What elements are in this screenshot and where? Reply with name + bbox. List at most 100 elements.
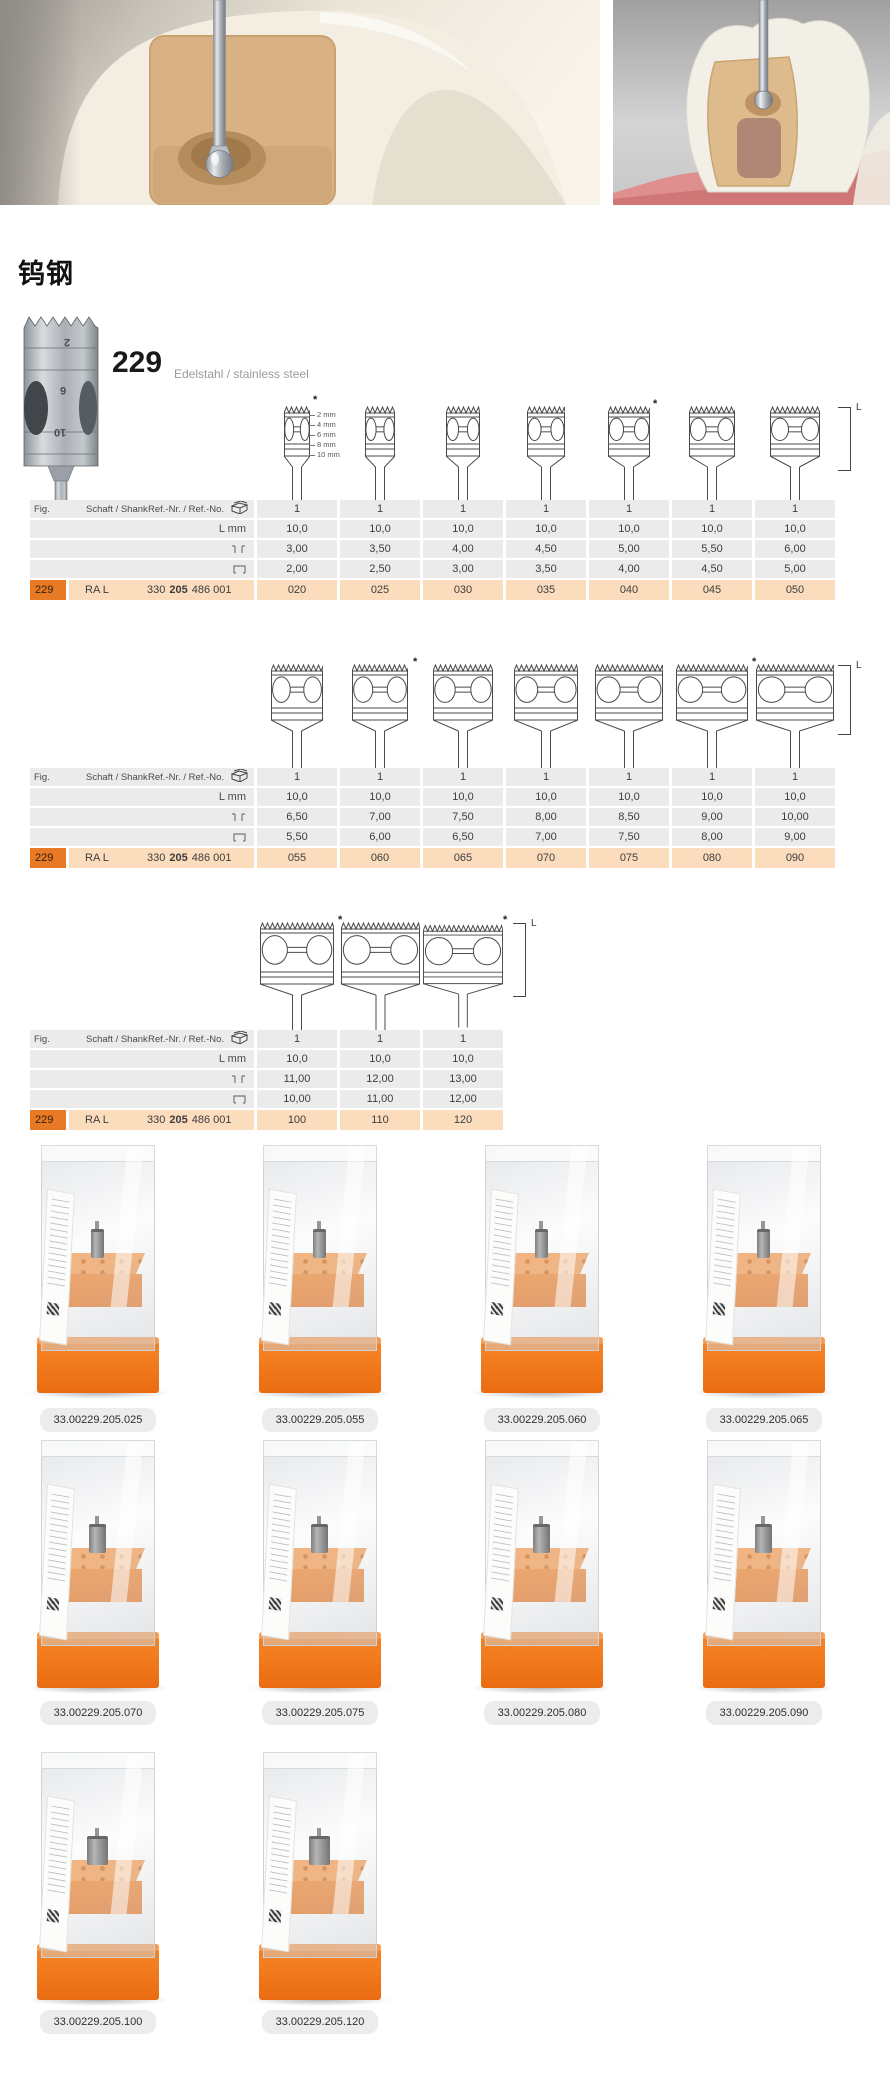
cut-width-cell: 11,00 — [340, 1090, 420, 1108]
order-number: 33.00229.205.065 — [705, 1408, 823, 1432]
head-diameter-cell: 4,00 — [423, 540, 503, 558]
table-cut-width-row: 5,50 6,00 6,50 7,00 7,50 8,00 9,00 — [30, 828, 835, 846]
pack-qty-cell: 1 — [340, 768, 420, 786]
table-figure-row: 229 RA L 330 205 486 001 100 110 120 — [30, 1110, 503, 1130]
bur-diagram — [755, 664, 835, 768]
table-header-row: Fig. Schaft / Shank Ref.-Nr. / Ref.-No. … — [30, 768, 835, 786]
pack-qty-cell: 1 — [423, 1030, 503, 1048]
max-diameter-icon — [30, 808, 254, 826]
head-diameter-cell: 5,00 — [589, 540, 669, 558]
depth-scale-label: 8 mm — [317, 440, 336, 449]
depth-scale-tick — [309, 435, 315, 436]
table-figure-row: 229 RA L 330 205 486 001 020 025 030 035 0… — [30, 580, 835, 600]
bur-diagram — [589, 664, 669, 768]
head-diameter-cell: 8,00 — [506, 808, 586, 826]
cut-width-cell: 8,00 — [672, 828, 752, 846]
product-box-photo — [247, 1440, 393, 1694]
cut-width-cell: 4,50 — [672, 560, 752, 578]
asterisk-marker: * — [313, 394, 318, 406]
head-diameter-cell: 10,00 — [755, 808, 835, 826]
cut-width-cell: 7,50 — [589, 828, 669, 846]
length-bracket-label: L — [856, 660, 862, 671]
size-cell: 055 — [257, 848, 337, 868]
length-cell: 10,0 — [589, 520, 669, 538]
pack-qty-cell: 1 — [589, 768, 669, 786]
size-cell: 075 — [589, 848, 669, 868]
ref-number: 330 205 486 001 — [147, 852, 232, 864]
length-bracket — [838, 407, 851, 471]
length-row-label: L mm — [30, 520, 254, 538]
shank-ref-cell: RA L 330 205 486 001 — [69, 848, 254, 868]
table-head-diameter-row: 3,00 3,50 4,00 4,50 5,00 5,50 6,00 — [30, 540, 835, 558]
order-number: 33.00229.205.060 — [483, 1408, 601, 1432]
length-cell: 10,0 — [506, 788, 586, 806]
size-cell: 035 — [506, 580, 586, 600]
pack-qty-cell: 1 — [423, 768, 503, 786]
order-number-badge: 33.00229.205.065 — [664, 1408, 864, 1432]
head-diameter-cell: 5,50 — [672, 540, 752, 558]
order-number-badge: 33.00229.205.025 — [0, 1408, 198, 1432]
cut-width-cell: 3,00 — [423, 560, 503, 578]
figure-cell: 229 — [30, 848, 66, 868]
asterisk-marker: * — [413, 656, 418, 668]
bur-diagram — [506, 664, 586, 768]
order-number: 33.00229.205.075 — [261, 1701, 379, 1725]
bur-diagram — [672, 664, 752, 768]
pack-qty-cell: 1 — [506, 768, 586, 786]
shank-value: RA L — [85, 1114, 109, 1126]
size-cell: 040 — [589, 580, 669, 600]
page-title: 钨钢 — [18, 259, 74, 289]
order-number-badge: 33.00229.205.055 — [220, 1408, 420, 1432]
header-ref: Ref.-Nr. / Ref.-No. — [148, 503, 225, 515]
pack-qty-cell: 1 — [672, 500, 752, 518]
pack-qty-cell: 1 — [340, 500, 420, 518]
photo-depth-marking: 6 — [60, 384, 67, 396]
ref-number: 330 205 486 001 — [147, 1114, 232, 1126]
head-diameter-cell: 3,00 — [257, 540, 337, 558]
asterisk-marker: * — [503, 914, 508, 926]
cut-width-cell: 7,00 — [506, 828, 586, 846]
asterisk-marker: * — [338, 914, 343, 926]
qr-code-icon — [712, 1301, 726, 1317]
head-diameter-cell: 8,50 — [589, 808, 669, 826]
header-shank: Schaft / Shank — [86, 1033, 148, 1045]
bur-diagram — [340, 664, 420, 768]
table-header-row: Fig. Schaft / Shank Ref.-Nr. / Ref.-No. … — [30, 1030, 503, 1048]
product-box-photo — [247, 1145, 393, 1399]
cut-width-cell: 5,00 — [755, 560, 835, 578]
head-diameter-cell: 3,50 — [340, 540, 420, 558]
table-cut-width-row: 2,00 2,50 3,00 3,50 4,00 4,50 5,00 — [30, 560, 835, 578]
bur-diagram — [257, 664, 337, 768]
qr-code-icon — [268, 1908, 282, 1924]
order-number-badge: 33.00229.205.100 — [0, 2010, 198, 2034]
hero-image-tooth-bur — [613, 0, 890, 205]
cut-width-icon — [30, 828, 254, 846]
order-number-badge: 33.00229.205.070 — [0, 1701, 198, 1725]
depth-scale-tick — [309, 415, 315, 416]
header-ref: Ref.-Nr. / Ref.-No. — [148, 771, 225, 783]
bur-diagram — [340, 922, 420, 1030]
header-ref: Ref.-Nr. / Ref.-No. — [148, 1033, 225, 1045]
head-diameter-cell: 4,50 — [506, 540, 586, 558]
cut-width-cell: 4,00 — [589, 560, 669, 578]
figure-cell: 229 — [30, 1110, 66, 1130]
length-cell: 10,0 — [755, 788, 835, 806]
size-cell: 050 — [755, 580, 835, 600]
qr-code-icon — [268, 1301, 282, 1317]
qr-code-icon — [46, 1908, 60, 1924]
length-cell: 10,0 — [257, 1050, 337, 1068]
table-length-row: L mm 10,0 10,0 10,0 10,0 10,0 10,0 10,0 — [30, 520, 835, 538]
order-number-badge: 33.00229.205.120 — [220, 2010, 420, 2034]
length-bracket-label: L — [856, 402, 862, 413]
depth-scale-tick — [309, 445, 315, 446]
size-cell: 030 — [423, 580, 503, 600]
bur-diagram — [423, 922, 503, 1030]
length-cell: 10,0 — [340, 520, 420, 538]
head-diameter-cell: 12,00 — [340, 1070, 420, 1088]
length-cell: 10,0 — [340, 1050, 420, 1068]
header-fig: Fig. — [34, 503, 50, 515]
shank-value: RA L — [85, 852, 109, 864]
table-figure-row: 229 RA L 330 205 486 001 055 060 065 070 0… — [30, 848, 835, 868]
size-cell: 090 — [755, 848, 835, 868]
